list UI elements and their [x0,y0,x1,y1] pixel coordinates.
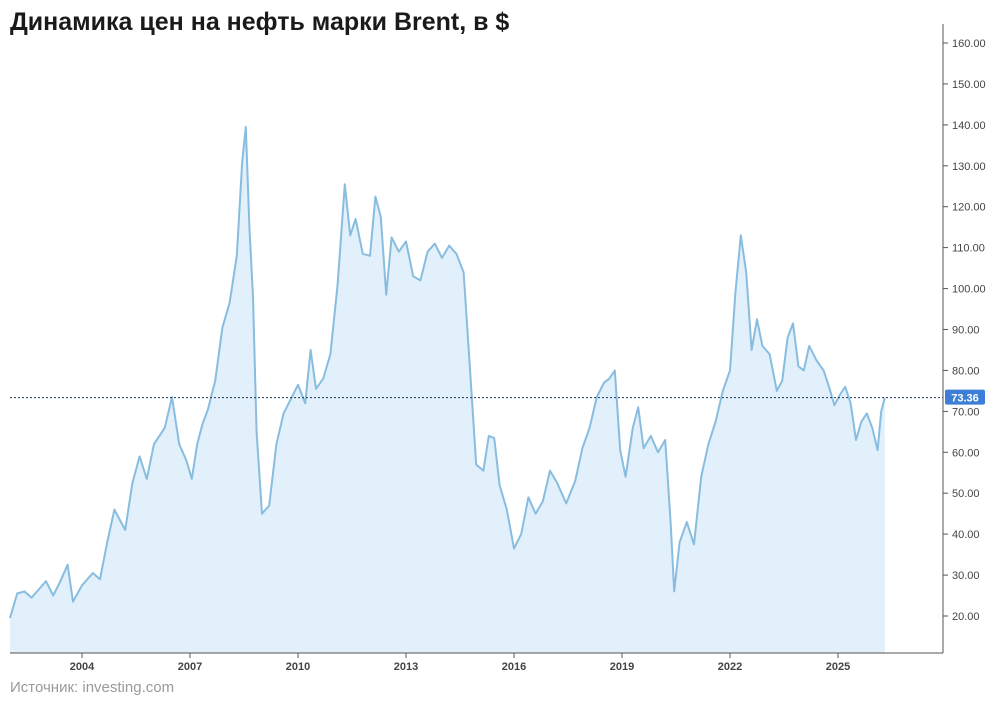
x-axis: 2004 2007 2010 2013 2016 2019 2022 2025 [10,652,943,673]
x-tick-label: 2004 [70,661,95,673]
y-tick-label: 150.00 [952,79,986,91]
last-price-badge: 73.36 [945,389,985,405]
plot-area [9,125,943,653]
y-tick-label: 130.00 [952,161,986,173]
y-axis: 20.00 30.00 40.00 50.00 60.00 70.00 80.00 90.00… [942,24,986,653]
y-tick-label: 140.00 [952,120,986,132]
y-tick-label: 120.00 [952,202,986,214]
x-tick-label: 2025 [826,661,850,673]
x-tick-label: 2010 [286,661,310,673]
y-tick-label: 40.00 [952,529,980,541]
source-note: Источник: investing.com [10,679,175,696]
y-tick-label: 110.00 [952,243,985,255]
y-tick-label: 80.00 [952,365,980,377]
y-tick-label: 160.00 [952,38,986,50]
last-price-label: 73.36 [951,393,979,405]
chart-title: Динамика цен на нефть марки Brent, в $ [10,8,510,36]
y-tick-label: 30.00 [952,570,980,582]
y-tick-label: 70.00 [952,406,980,418]
x-tick-label: 2007 [178,661,202,673]
brent-price-line [9,125,886,619]
y-tick-label: 100.00 [952,284,986,296]
x-tick-label: 2016 [502,661,526,673]
y-tick-label: 50.00 [952,488,980,500]
x-tick-label: 2013 [394,661,418,673]
y-tick-label: 20.00 [952,611,980,623]
y-tick-label: 90.00 [952,325,980,337]
price-area-fill [10,126,885,653]
y-tick-label: 60.00 [952,447,980,459]
x-tick-label: 2022 [718,661,742,673]
last-price-badge-background [945,389,985,405]
x-tick-label: 2019 [610,661,634,673]
